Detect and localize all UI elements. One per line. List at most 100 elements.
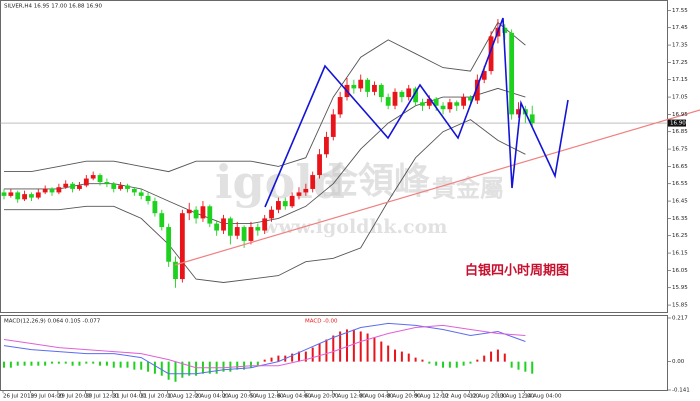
x-tick-label: 7 Aug 12:00 — [332, 394, 366, 400]
macd-bar — [359, 331, 362, 362]
candle-body — [193, 209, 199, 219]
macd-bar — [229, 361, 232, 372]
y-tick-label: 16.85 — [672, 129, 688, 135]
candle-body — [488, 36, 494, 72]
candle-body — [200, 206, 206, 219]
y-tick-label: 16.25 — [672, 233, 688, 239]
x-tick-label: 29 Jul 20:00 — [58, 394, 91, 400]
candle-body — [104, 182, 110, 184]
y-tick-label: 0.217 — [672, 316, 688, 322]
y-tick-label: -0.141 — [672, 388, 690, 394]
candle-body — [179, 213, 185, 280]
y-tick-label: 16.35 — [672, 216, 688, 222]
macd-bar — [531, 361, 534, 374]
macd-bar — [380, 341, 383, 362]
macd-bar — [78, 361, 81, 366]
macd-bar — [277, 355, 280, 362]
candle-body — [152, 201, 158, 214]
bollinger-band — [4, 119, 526, 283]
candle-body — [330, 114, 336, 137]
x-tick-label: 30 Jul 12:00 — [85, 394, 118, 400]
candle-body — [358, 79, 364, 89]
macd-bar — [9, 361, 12, 368]
candle-body — [234, 227, 240, 236]
macd-bar — [57, 361, 60, 364]
candle-body — [413, 88, 418, 103]
candle-body — [111, 183, 117, 189]
candle-body — [365, 79, 370, 92]
macd-bar — [304, 351, 307, 362]
candle-body — [49, 188, 55, 193]
candle-body — [303, 188, 309, 193]
candle-body — [77, 185, 82, 189]
macd-bar — [147, 361, 150, 372]
macd-bar — [16, 361, 19, 366]
macd-bar — [44, 361, 47, 366]
macd-bar — [394, 349, 397, 362]
candle-body — [337, 97, 343, 115]
candle-body — [433, 98, 439, 106]
x-tick-label: 12 Aug 04:00 — [442, 394, 480, 400]
candle-body — [83, 178, 89, 186]
candle-body — [186, 209, 192, 214]
zigzag-line — [264, 17, 569, 208]
macd-bar — [421, 359, 424, 362]
macd-bar — [483, 355, 486, 362]
candle-body — [324, 136, 329, 155]
x-tick-label: 8 Aug 20:00 — [387, 394, 421, 400]
y-tick-label: 17.15 — [672, 77, 688, 83]
macd-bar — [455, 361, 458, 368]
macd-bar — [167, 361, 170, 380]
x-tick-label: 12 Aug 20:00 — [469, 394, 507, 400]
macd-bar — [517, 361, 520, 370]
candle-body — [125, 185, 130, 189]
macd-bar — [469, 361, 472, 364]
macd-bar — [435, 361, 438, 366]
candle-body — [131, 188, 137, 193]
candle-body — [35, 192, 41, 198]
candle-body — [207, 206, 213, 224]
candle-body — [420, 102, 425, 106]
candle-body — [296, 192, 302, 196]
macd-bar — [188, 361, 191, 376]
macd-bar — [99, 361, 102, 366]
candle-body — [317, 154, 322, 176]
y-tick-label: 0.00 — [672, 359, 685, 365]
candle-body — [310, 175, 316, 189]
candle-body — [454, 102, 460, 106]
x-tick-label: 31 Jul 20:00 — [140, 394, 173, 400]
y-tick-label: 16.15 — [672, 251, 688, 257]
trend-line — [174, 109, 700, 266]
watermark: igold — [215, 155, 345, 209]
candle-body — [481, 71, 487, 80]
candle-body — [516, 109, 521, 115]
annotation: 白银四小时周期图 — [465, 263, 569, 279]
candle-body — [378, 84, 384, 98]
candle-body — [97, 175, 103, 182]
macd-bar — [174, 361, 177, 382]
candle-body — [406, 88, 412, 98]
candle-body — [138, 192, 144, 196]
macd-frame — [0, 315, 668, 391]
macd-bar — [442, 361, 445, 368]
macd-bar — [112, 361, 115, 368]
macd-bar — [181, 361, 184, 378]
macd-bar — [23, 361, 26, 366]
macd-bar — [140, 361, 143, 370]
y-tick-label: 17.45 — [672, 25, 688, 31]
macd-bar — [297, 351, 300, 362]
candle-body — [509, 32, 515, 115]
y-tick-label: 17.05 — [672, 95, 688, 101]
candle-body — [351, 84, 357, 89]
candle-body — [241, 227, 247, 241]
macd-bar — [249, 361, 252, 368]
candle-body — [90, 175, 96, 179]
candle-body — [372, 84, 377, 92]
candle-body — [63, 183, 69, 188]
macd-bar — [311, 347, 314, 362]
macd-bar — [222, 361, 225, 372]
candle-body — [248, 227, 254, 241]
macd-bar — [352, 329, 355, 362]
candle-body — [392, 91, 398, 106]
candle-body — [289, 195, 295, 207]
